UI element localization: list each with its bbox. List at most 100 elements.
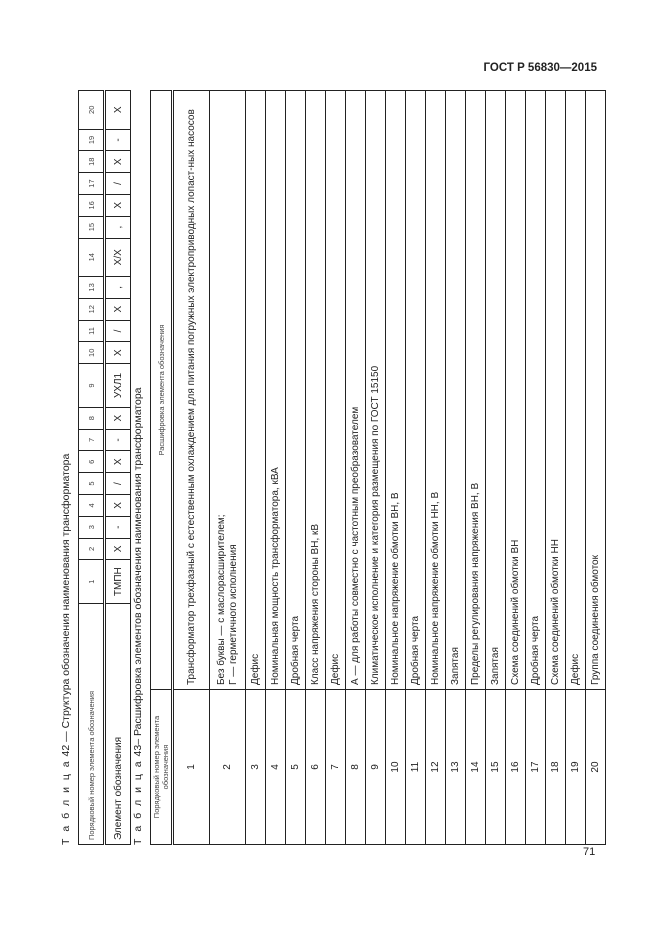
row-number: 5 <box>285 689 306 845</box>
element-number-cell: 7 <box>78 429 105 451</box>
element-value-cell: ТМПН <box>104 559 131 604</box>
element-value-cell: Х <box>104 538 131 560</box>
row-description: Трансформатор трехфазный с естественным … <box>172 90 210 690</box>
row-description: Группа соединения обмоток <box>585 90 606 690</box>
row-number: 6 <box>305 689 326 845</box>
element-value-cell: , <box>104 216 131 239</box>
element-value-cell: / <box>104 472 131 495</box>
element-number-cell: 13 <box>78 276 105 299</box>
row-description: Класс напряжения стороны ВН, кВ <box>305 90 326 690</box>
caption-prefix: Т а б л и ц а <box>60 759 72 845</box>
element-number-cell: 11 <box>78 320 105 342</box>
element-value-cell: Х <box>104 341 131 364</box>
table-row: 7 Дефис <box>325 90 346 845</box>
row-number: 1 <box>172 689 210 845</box>
table-row: 9 Климатическое исполнение и категория ра… <box>365 90 386 845</box>
element-number-cell: 14 <box>78 238 105 277</box>
element-value-cell: Х <box>104 407 131 430</box>
row-number: 3 <box>245 689 266 845</box>
element-value-cell: , <box>104 276 131 299</box>
table-row: 6 Класс напряжения стороны ВН, кВ <box>305 90 326 845</box>
table-row: 11 Дробная черта <box>405 90 426 845</box>
element-value-cell: УХЛ1 <box>104 363 131 408</box>
row-number: 12 <box>425 689 446 845</box>
element-value-cell: / <box>104 172 131 195</box>
rotated-content: Т а б л и ц а 42 — Структура обозначения… <box>60 90 606 845</box>
caption-prefix: Т а б л и ц а <box>132 759 144 845</box>
row-label: Порядковый номер элемента обозначения <box>78 603 105 845</box>
element-number-cell: 17 <box>78 172 105 195</box>
row-number: 15 <box>485 689 506 845</box>
row-description: Климатическое исполнение и категория раз… <box>365 90 386 690</box>
row-number: 14 <box>465 689 486 845</box>
table-row: 18 Схема соединений обмотки НН <box>545 90 566 845</box>
table-row: 14 Пределы регулирования напряжения ВН, В <box>465 90 486 845</box>
element-number-cell: 6 <box>78 450 105 473</box>
row-number: 4 <box>265 689 286 845</box>
element-number-cell: 16 <box>78 194 105 217</box>
element-number-cell: 20 <box>78 90 105 130</box>
row-description: А — для работы совместно с частотным пре… <box>345 90 366 690</box>
table-row: 19 Дефис <box>565 90 586 845</box>
row-description: Схема соединений обмотки НН <box>545 90 566 690</box>
row-description: Номинальное напряжение обмотки ВН, В <box>385 90 406 690</box>
table-row: 15 Запятая <box>485 90 506 845</box>
row-number: 20 <box>585 689 606 845</box>
table-header-row: Порядковый номер элемента обозначения Ра… <box>150 90 173 845</box>
row-number: 7 <box>325 689 346 845</box>
element-number-cell: 18 <box>78 150 105 173</box>
element-number-cell: 19 <box>78 129 105 151</box>
element-number-cell: 5 <box>78 472 105 495</box>
element-value-cell: Х <box>104 150 131 173</box>
element-value-cell: / <box>104 320 131 342</box>
row-number: 9 <box>365 689 386 845</box>
row-description: Запятая <box>445 90 466 690</box>
element-value-cell: - <box>104 129 131 151</box>
row-number: 10 <box>385 689 406 845</box>
row-number: 13 <box>445 689 466 845</box>
row-description: Номинальное напряжение обмотки НН, В <box>425 90 446 690</box>
row-description: Пределы регулирования напряжения ВН, В <box>465 90 486 690</box>
table-row: 2 Без буквы — с маслорасширителем; Г — ге… <box>209 90 246 845</box>
row-description: Дробная черта <box>405 90 426 690</box>
row-number: 11 <box>405 689 426 845</box>
element-number-cell: 3 <box>78 516 105 539</box>
table-43: Порядковый номер элемента обозначения Ра… <box>150 90 606 845</box>
element-value-cell: Х <box>104 450 131 473</box>
row-description: Дефис <box>325 90 346 690</box>
element-number-cell: 2 <box>78 538 105 560</box>
caption-text: – Расшифровка элементов обозначения наим… <box>132 387 144 745</box>
element-number-cell: 8 <box>78 407 105 430</box>
table42-caption: Т а б л и ц а 42 — Структура обозначения… <box>60 454 72 845</box>
table-row: 10 Номинальное напряжение обмотки ВН, В <box>385 90 406 845</box>
row-number: 18 <box>545 689 566 845</box>
element-value-cell: Х/Х <box>104 238 131 277</box>
element-number-cell: 4 <box>78 494 105 517</box>
element-number-cell: 10 <box>78 341 105 364</box>
row-description: Запятая <box>485 90 506 690</box>
table-row: 5 Дробная черта <box>285 90 306 845</box>
document-standard-header: ГОСТ Р 56830—2015 <box>483 62 597 74</box>
table-row: 4 Номинальная мощность трансформатора, кВ… <box>265 90 286 845</box>
element-number-cell: 1 <box>78 559 105 604</box>
element-value-cell: Х <box>104 494 131 517</box>
element-number-cell: 15 <box>78 216 105 239</box>
row-description: Дробная черта <box>525 90 546 690</box>
row-description: Без буквы — с маслорасширителем; Г — гер… <box>209 90 246 690</box>
caption-number: 43 <box>132 744 144 757</box>
row-label: Элемент обозначения <box>104 603 131 845</box>
row-number: 19 <box>565 689 586 845</box>
page-number: 71 <box>583 846 596 858</box>
row-number: 16 <box>505 689 526 845</box>
row-description: Дробная черта <box>285 90 306 690</box>
element-value-cell: - <box>104 516 131 539</box>
caption-text: — Структура обозначения наименования тра… <box>60 453 72 742</box>
element-value-cell: - <box>104 429 131 451</box>
column-header-description: Расшифровка элемента обозначения <box>150 90 173 690</box>
caption-number: 42 <box>60 744 72 757</box>
column-header-number: Порядковый номер элемента обозначения <box>150 689 173 845</box>
table-row-elements: Элемент обозначения ТМПН Х - Х / Х - Х УХЛ1 Х / Х, Х… <box>104 90 131 845</box>
